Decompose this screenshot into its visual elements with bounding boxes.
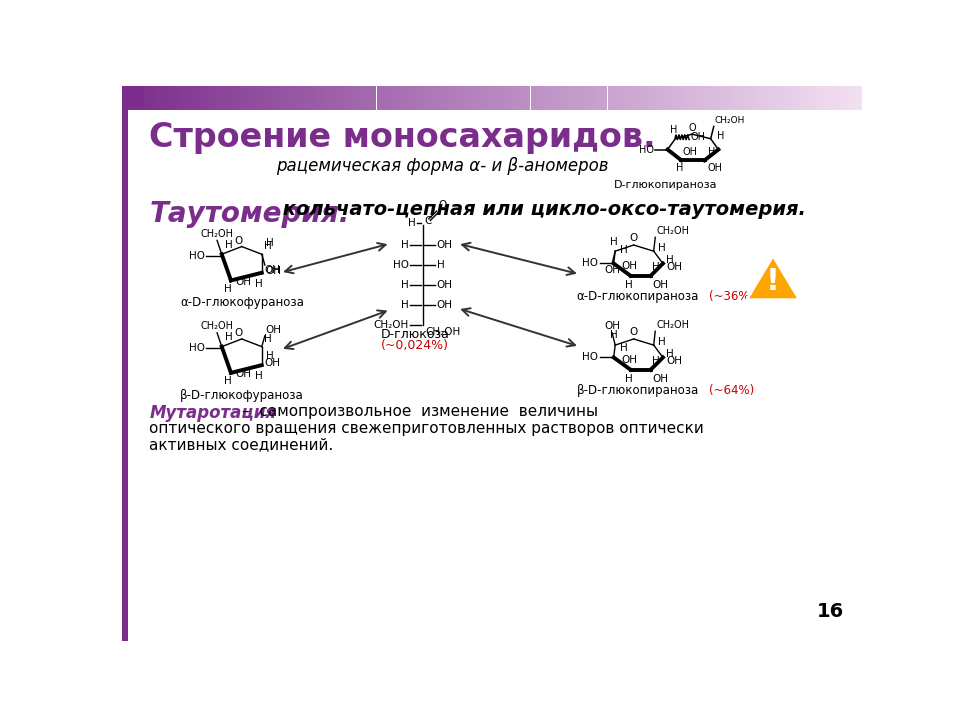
- Text: HO: HO: [583, 258, 598, 269]
- Bar: [129, 90, 144, 106]
- Text: H: H: [652, 262, 660, 272]
- Text: HO: HO: [583, 352, 598, 362]
- Text: (~0,024%): (~0,024%): [381, 339, 449, 352]
- Text: H: H: [224, 284, 231, 294]
- Text: H: H: [620, 343, 628, 354]
- Text: H: H: [401, 240, 409, 250]
- Bar: [123, 86, 128, 641]
- Text: H: H: [254, 372, 263, 382]
- Text: H: H: [625, 280, 633, 290]
- Text: OH: OH: [437, 300, 452, 310]
- Text: OH: OH: [604, 321, 620, 331]
- Text: H: H: [225, 332, 232, 342]
- Text: D-глюкопираноза: D-глюкопираноза: [613, 180, 717, 190]
- Text: H: H: [401, 280, 409, 290]
- Text: оптического вращения свежеприготовленных растворов оптически: оптического вращения свежеприготовленных…: [150, 420, 704, 436]
- Text: OH: OH: [265, 358, 281, 368]
- Text: H: H: [708, 148, 715, 157]
- Text: HO: HO: [638, 145, 654, 155]
- Text: CH₂OH: CH₂OH: [714, 116, 745, 125]
- Text: !: !: [766, 267, 780, 297]
- Text: –  самопроизвольное  изменение  величины: – самопроизвольное изменение величины: [242, 404, 598, 418]
- Text: H: H: [224, 376, 231, 386]
- Text: H: H: [401, 300, 409, 310]
- Text: OH: OH: [265, 266, 281, 276]
- Text: OH: OH: [266, 325, 281, 335]
- Text: OH: OH: [266, 266, 281, 276]
- Text: OH: OH: [652, 374, 668, 384]
- Text: H: H: [670, 125, 678, 135]
- Text: H: H: [620, 245, 628, 255]
- Text: H: H: [625, 374, 633, 384]
- Text: (~36%): (~36%): [709, 289, 755, 302]
- Text: β-D-глюкофураноза: β-D-глюкофураноза: [180, 389, 304, 402]
- Text: OH: OH: [621, 261, 637, 271]
- Text: Мутаротация: Мутаротация: [150, 404, 276, 422]
- Text: активных соединений.: активных соединений.: [150, 438, 334, 452]
- Text: H: H: [610, 330, 617, 341]
- Text: OH: OH: [604, 265, 620, 275]
- Text: H: H: [264, 241, 272, 251]
- Text: Строение моносахаридов.: Строение моносахаридов.: [150, 121, 656, 154]
- Text: OH: OH: [666, 262, 682, 272]
- Text: C: C: [424, 216, 432, 226]
- Text: CH₂OH: CH₂OH: [656, 226, 689, 235]
- Text: OH: OH: [690, 132, 706, 143]
- Text: O: O: [234, 235, 243, 246]
- Text: CH₂OH: CH₂OH: [201, 229, 233, 239]
- Text: рацемическая форма α- и β-аномеров: рацемическая форма α- и β-аномеров: [276, 157, 609, 175]
- Text: H: H: [676, 163, 684, 174]
- Text: α-D-глюкофураноза: α-D-глюкофураноза: [180, 296, 304, 309]
- Text: H: H: [408, 217, 416, 228]
- Text: O: O: [688, 122, 696, 132]
- Text: HO: HO: [189, 251, 204, 261]
- Text: OH: OH: [652, 280, 668, 290]
- Text: H: H: [254, 279, 263, 289]
- Text: OH: OH: [437, 240, 452, 250]
- Text: HO: HO: [189, 343, 204, 354]
- Text: OH: OH: [235, 369, 252, 379]
- Text: O: O: [630, 328, 637, 338]
- Text: CH₂OH: CH₂OH: [373, 320, 409, 330]
- Text: CH₂OH: CH₂OH: [426, 327, 461, 337]
- Text: H: H: [266, 351, 274, 361]
- Text: H: H: [659, 337, 666, 347]
- Text: α-D-глюкопираноза: α-D-глюкопираноза: [577, 289, 699, 302]
- Text: H: H: [666, 348, 674, 359]
- Text: CH₂OH: CH₂OH: [201, 321, 233, 331]
- Text: H: H: [610, 237, 617, 246]
- Text: OH: OH: [235, 277, 252, 287]
- Text: H: H: [666, 255, 674, 265]
- Text: H: H: [264, 333, 272, 343]
- Text: (~64%): (~64%): [709, 384, 755, 397]
- Text: HO: HO: [393, 260, 409, 270]
- Text: H: H: [659, 243, 666, 253]
- Text: O: O: [438, 199, 446, 210]
- Text: Таутомерия.: Таутомерия.: [150, 200, 349, 228]
- Text: 16: 16: [817, 602, 845, 621]
- Text: O: O: [630, 233, 637, 243]
- Text: CH₂OH: CH₂OH: [656, 320, 689, 330]
- Text: H: H: [717, 132, 724, 141]
- Text: D-глюкоза: D-глюкоза: [380, 328, 449, 341]
- Text: O: O: [234, 328, 243, 338]
- Polygon shape: [747, 256, 800, 300]
- Text: H: H: [437, 260, 444, 270]
- Text: OH: OH: [666, 356, 682, 366]
- Text: H: H: [652, 356, 660, 366]
- Text: кольчато-цепная или цикло-оксо-таутомерия.: кольчато-цепная или цикло-оксо-таутомери…: [276, 200, 806, 220]
- Text: OH: OH: [437, 280, 452, 290]
- Text: OH: OH: [708, 163, 723, 174]
- Text: H: H: [266, 238, 274, 248]
- Bar: [129, 86, 144, 102]
- Text: OH: OH: [621, 355, 637, 365]
- Text: β-D-глюкопираноза: β-D-глюкопираноза: [577, 384, 699, 397]
- Text: OH: OH: [683, 148, 698, 157]
- Text: H: H: [225, 240, 232, 250]
